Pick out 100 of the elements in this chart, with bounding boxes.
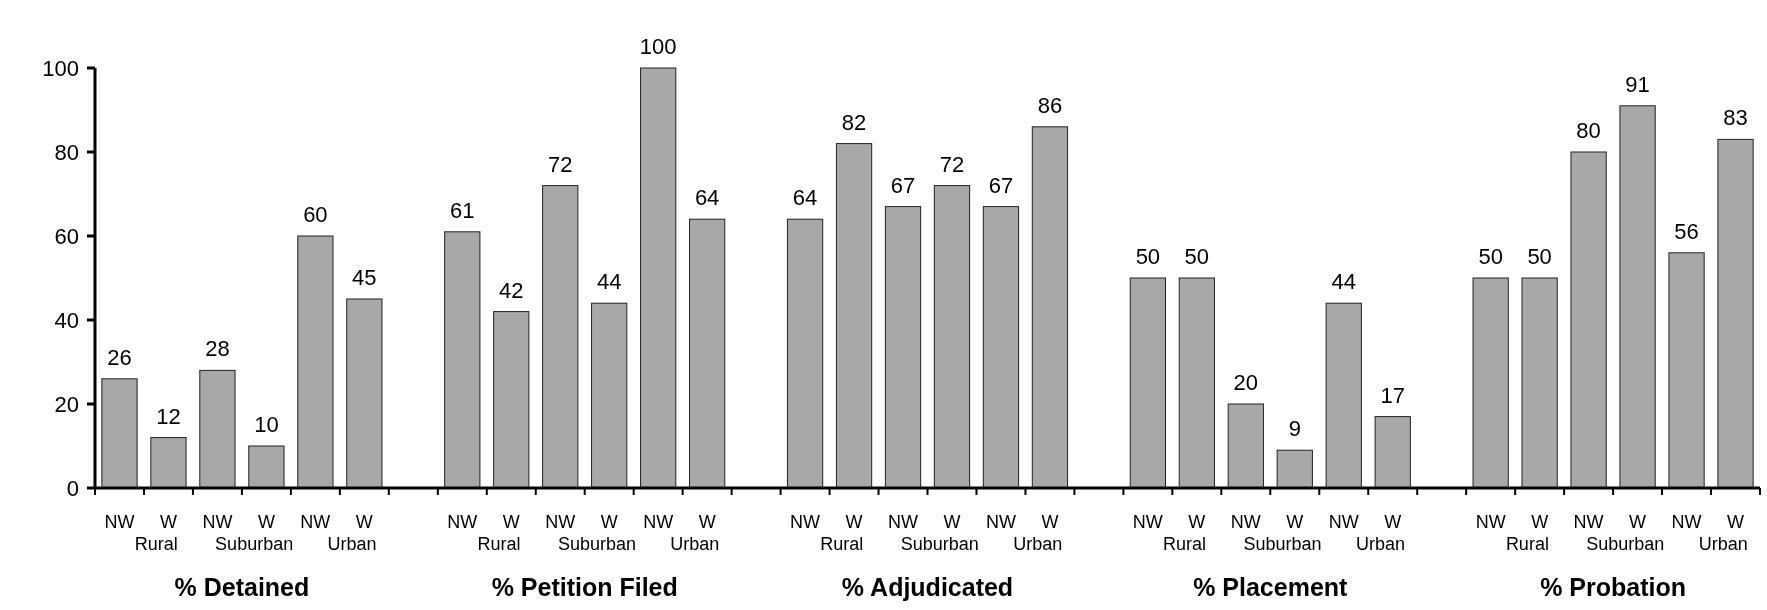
bar	[1668, 252, 1705, 489]
x-tick-label: W	[1188, 512, 1206, 532]
y-tick-label: 40	[54, 307, 79, 333]
data-label: 17	[1380, 382, 1405, 408]
x-tick-label: NW	[202, 512, 233, 532]
bar	[884, 206, 922, 489]
bar	[933, 185, 971, 489]
data-label: 86	[1037, 92, 1063, 118]
bar	[689, 218, 726, 489]
data-label: 44	[1331, 269, 1356, 295]
x-tick-label: NW	[1475, 512, 1506, 532]
text: % Detained	[174, 573, 310, 601]
data-label: 50	[1135, 244, 1161, 269]
data-label: 83	[1723, 105, 1748, 131]
data-label: 56	[1674, 218, 1699, 244]
text: % Adjudicated	[841, 573, 1014, 601]
x-tick-label: NW	[985, 512, 1016, 532]
bar	[982, 206, 1020, 489]
data-label: 45	[352, 265, 377, 290]
x-tick-label: NW	[545, 512, 576, 532]
bar	[1570, 151, 1607, 489]
data-label: 42	[499, 277, 524, 303]
text: Suburban	[1243, 534, 1322, 554]
data-label: 50	[1527, 244, 1552, 269]
bar	[297, 235, 334, 489]
data-label: 9	[1288, 416, 1301, 442]
x-tick-label: NW	[447, 512, 478, 532]
text: Rural	[477, 534, 521, 554]
bar	[1227, 403, 1264, 489]
data-label: 72	[547, 151, 573, 177]
bar	[591, 302, 628, 489]
data-label: 72	[939, 151, 965, 177]
x-tick-label: W	[698, 512, 716, 532]
bar	[101, 378, 138, 489]
text: Rural	[1163, 534, 1207, 554]
bar	[1178, 277, 1215, 489]
bar	[1521, 277, 1558, 489]
x-tick-label: NW	[104, 512, 135, 532]
bar	[1129, 277, 1166, 489]
x-tick-label: W	[600, 512, 618, 532]
data-label: 44	[596, 269, 622, 295]
x-tick-label: W	[1286, 512, 1304, 532]
bar	[248, 445, 285, 489]
x-tick-label: NW	[1230, 512, 1261, 532]
data-label: 50	[1184, 244, 1210, 269]
bar	[199, 369, 236, 489]
x-tick-label: W	[159, 512, 177, 532]
text: Suburban	[900, 534, 979, 554]
bar	[1717, 138, 1754, 489]
data-label: 82	[841, 109, 867, 135]
bar	[1619, 105, 1656, 489]
x-tick-label: NW	[1132, 512, 1163, 532]
x-tick-label: W	[1384, 512, 1402, 532]
bar	[444, 231, 481, 489]
text: Urban	[1355, 534, 1405, 554]
x-tick-label: NW	[643, 512, 674, 532]
x-tick-label: W	[355, 512, 373, 532]
text: Urban	[1013, 534, 1063, 554]
bar	[542, 185, 579, 489]
data-label: 80	[1576, 118, 1601, 143]
text: Rural	[134, 534, 178, 554]
data-label: 12	[156, 403, 181, 429]
bar	[1031, 126, 1069, 489]
y-tick-label: 0	[66, 475, 79, 501]
text: Urban	[1698, 534, 1748, 554]
x-tick-label: NW	[888, 512, 919, 532]
x-tick-label: NW	[790, 512, 821, 532]
data-label: 26	[107, 344, 132, 370]
x-tick-label: NW	[300, 512, 331, 532]
text: Suburban	[1586, 534, 1665, 554]
text: % Petition Filed	[491, 573, 678, 601]
x-tick-label: W	[845, 512, 863, 532]
bar	[346, 298, 383, 489]
x-tick-label: NW	[1328, 512, 1359, 532]
data-label: 67	[890, 172, 916, 198]
y-tick-label: 80	[54, 139, 79, 165]
x-tick-label: W	[502, 512, 520, 532]
bar	[1472, 277, 1509, 489]
data-label: 64	[694, 185, 720, 211]
data-label: 50	[1478, 244, 1503, 269]
x-tick-label: NW	[1573, 512, 1604, 532]
bar	[835, 143, 873, 489]
x-tick-label: W	[1629, 512, 1647, 532]
text: % Probation	[1540, 573, 1687, 601]
data-label: 100	[639, 34, 677, 59]
bar	[150, 437, 187, 489]
text: Rural	[1505, 534, 1549, 554]
x-tick-label: W	[943, 512, 961, 532]
text: Suburban	[215, 534, 294, 554]
y-tick-label: 20	[54, 391, 79, 417]
bar	[640, 67, 677, 489]
bar	[1325, 302, 1362, 489]
x-tick-label: W	[1727, 512, 1745, 532]
data-label: 20	[1233, 370, 1259, 395]
text: Urban	[670, 534, 720, 554]
text: Rural	[820, 534, 864, 554]
text: Suburban	[557, 534, 636, 554]
text: % Placement	[1193, 573, 1349, 601]
data-label: 28	[205, 336, 230, 362]
y-tick-label: 100	[42, 55, 79, 81]
